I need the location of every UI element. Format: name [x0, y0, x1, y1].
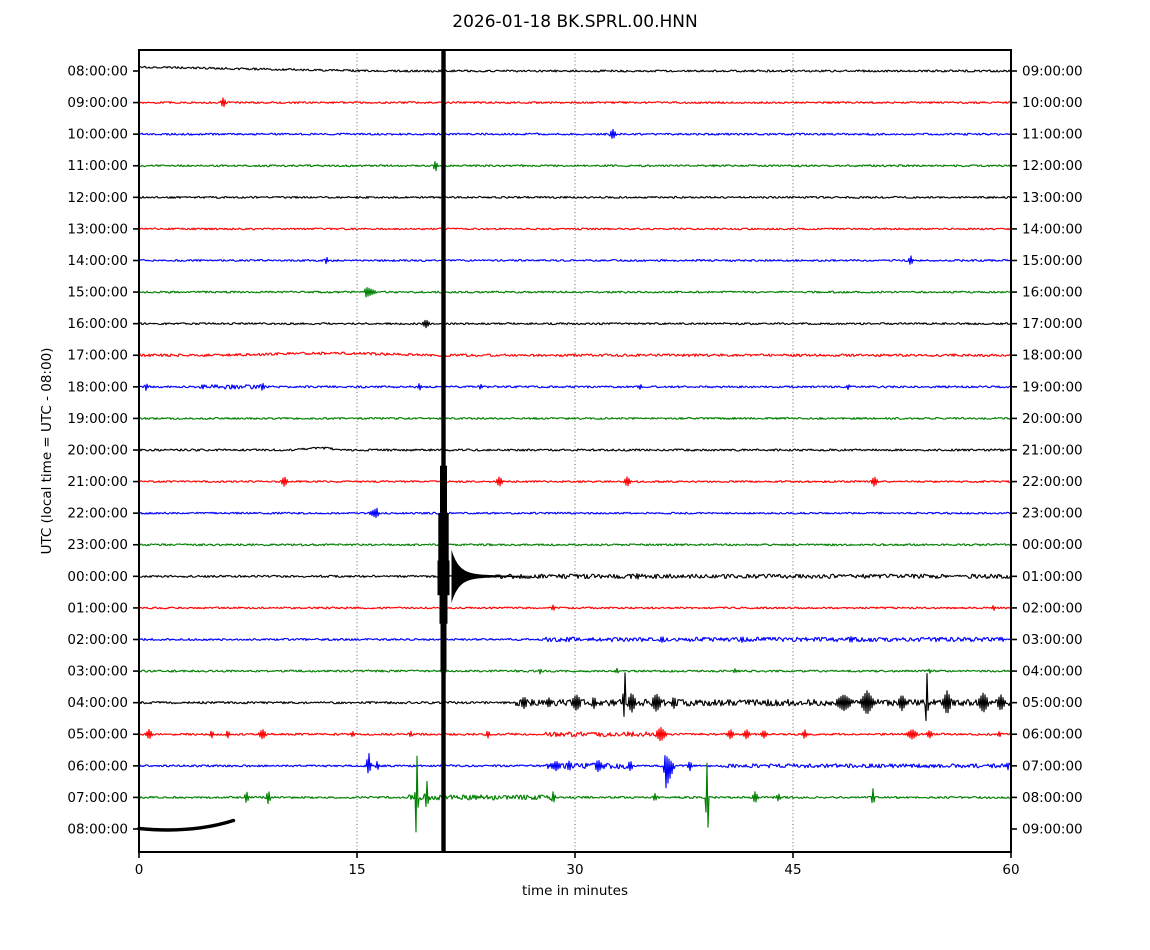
left-tick-label: 01:00:00: [67, 600, 128, 616]
trace-row-13:00:00: [138, 227, 1012, 231]
right-tick-label: 19:00:00: [1022, 379, 1083, 395]
right-tick-label: 00:00:00: [1022, 537, 1083, 553]
trace-row-07:00:00: [138, 755, 1012, 833]
trace-row-04:00:00: [138, 672, 1012, 722]
left-tick-label: 20:00:00: [67, 442, 128, 458]
x-tick-label: 0: [135, 862, 144, 878]
right-tick-label: 06:00:00: [1022, 727, 1083, 743]
trace-row-19:00:00: [138, 416, 1012, 420]
x-tick-label: 15: [348, 862, 365, 878]
trace-row-09:00:00: [138, 97, 1012, 108]
trace-row-01:00:00: [138, 604, 1012, 611]
left-tick-label: 09:00:00: [67, 95, 128, 111]
right-tick-label: 07:00:00: [1022, 758, 1083, 774]
left-tick-label: 00:00:00: [67, 569, 128, 585]
right-tick-label: 05:00:00: [1022, 695, 1083, 711]
left-tick-label: 11:00:00: [67, 158, 128, 174]
trace-row-17:00:00: [138, 351, 1012, 358]
trace-row-06:00:00: [138, 753, 1012, 789]
right-tick-label: 21:00:00: [1022, 442, 1083, 458]
left-tick-label: 08:00:00: [67, 64, 128, 80]
right-tick-label: 23:00:00: [1022, 506, 1083, 522]
chart-title: 2026-01-18 BK.SPRL.00.HNN: [452, 12, 698, 32]
left-tick-label: 22:00:00: [67, 506, 128, 522]
trace-row-05:00:00: [138, 726, 1012, 742]
x-tick-label: 30: [566, 862, 583, 878]
trace-row-15:00:00: [138, 286, 1012, 298]
left-tick-label: 07:00:00: [67, 790, 128, 806]
trace-row-18:00:00: [138, 382, 1012, 391]
right-tick-label: 10:00:00: [1022, 95, 1083, 111]
right-tick-label: 12:00:00: [1022, 158, 1083, 174]
right-tick-label: 17:00:00: [1022, 316, 1083, 332]
left-tick-label: 05:00:00: [67, 727, 128, 743]
left-tick-label: 10:00:00: [67, 127, 128, 143]
right-tick-label: 09:00:00: [1022, 821, 1083, 837]
trace-row-03:00:00: [138, 667, 1012, 675]
right-tick-label: 08:00:00: [1022, 790, 1083, 806]
left-tick-label: 23:00:00: [67, 537, 128, 553]
right-tick-label: 02:00:00: [1022, 600, 1083, 616]
trace-row-12:00:00: [138, 195, 1012, 199]
event-envelope: [451, 549, 531, 604]
left-tick-label: 16:00:00: [67, 316, 128, 332]
x-tick-label: 45: [784, 862, 801, 878]
trace-row-02:00:00: [138, 635, 1012, 643]
trace-row-24-partial: [137, 818, 236, 832]
left-tick-label: 12:00:00: [67, 190, 128, 206]
left-tick-label: 04:00:00: [67, 695, 128, 711]
x-axis-label: time in minutes: [521, 883, 629, 899]
trace-row-11:00:00: [138, 160, 1012, 172]
right-tick-label: 16:00:00: [1022, 285, 1083, 301]
right-tick-label: 11:00:00: [1022, 127, 1083, 143]
trace-row-23:00:00: [138, 543, 1012, 547]
left-tick-label: 18:00:00: [67, 379, 128, 395]
trace-row-10:00:00: [138, 128, 1012, 139]
left-tick-label: 02:00:00: [67, 632, 128, 648]
right-tick-label: 18:00:00: [1022, 348, 1083, 364]
right-tick-label: 04:00:00: [1022, 664, 1083, 680]
left-tick-label: 14:00:00: [67, 253, 128, 269]
right-tick-label: 13:00:00: [1022, 190, 1083, 206]
right-tick-label: 09:00:00: [1022, 64, 1083, 80]
left-tick-label: 21:00:00: [67, 474, 128, 490]
right-tick-label: 20:00:00: [1022, 411, 1083, 427]
right-tick-label: 14:00:00: [1022, 221, 1083, 237]
left-tick-label: 03:00:00: [67, 664, 128, 680]
clipped-event-bar: [437, 49, 450, 853]
trace-row-00:00:00: [138, 573, 1012, 580]
right-tick-label: 03:00:00: [1022, 632, 1083, 648]
left-tick-label: 19:00:00: [67, 411, 128, 427]
x-tick-label: 60: [1002, 862, 1019, 878]
trace-row-21:00:00: [138, 476, 1012, 487]
trace-row-08:00:00: [138, 65, 1012, 73]
left-tick-label: 08:00:00: [67, 821, 128, 837]
trace-row-22:00:00: [138, 507, 1012, 519]
left-tick-label: 13:00:00: [67, 221, 128, 237]
left-tick-label: 17:00:00: [67, 348, 128, 364]
left-tick-label: 06:00:00: [67, 758, 128, 774]
right-tick-label: 15:00:00: [1022, 253, 1083, 269]
trace-row-20:00:00: [138, 446, 1012, 452]
left-tick-label: 15:00:00: [67, 285, 128, 301]
right-tick-label: 01:00:00: [1022, 569, 1083, 585]
trace-row-14:00:00: [138, 255, 1012, 265]
right-tick-label: 22:00:00: [1022, 474, 1083, 490]
trace-row-16:00:00: [138, 319, 1012, 329]
